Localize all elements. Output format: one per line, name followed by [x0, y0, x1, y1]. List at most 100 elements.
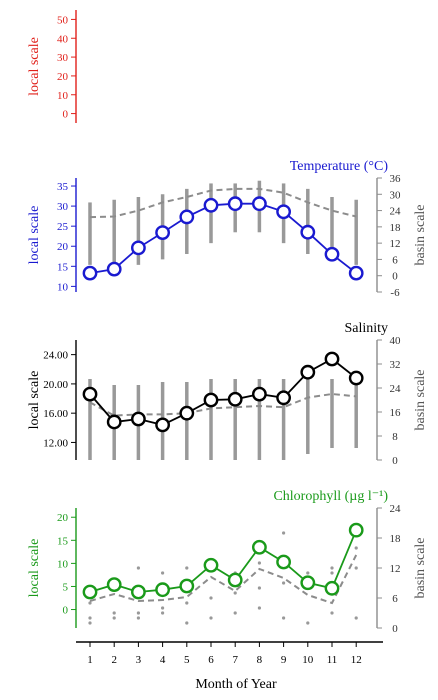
- basin-point: [185, 621, 189, 625]
- left-tick-label: 35: [57, 181, 69, 193]
- panel-title: Salinity: [344, 321, 388, 336]
- basin-point: [233, 591, 237, 595]
- local-point: [300, 364, 316, 380]
- basin-point: [185, 566, 189, 570]
- left-tick-label: 40: [57, 33, 69, 45]
- basin-point: [112, 616, 116, 620]
- local-point: [300, 575, 316, 591]
- right-tick-label: 6: [392, 593, 398, 605]
- local-point: [82, 265, 98, 281]
- local-point: [251, 386, 267, 402]
- local-line: [89, 529, 358, 593]
- basin-point: [257, 586, 261, 590]
- basin-point: [136, 616, 140, 620]
- basin-point: [233, 611, 237, 615]
- right-axis-title: basin scale: [413, 369, 428, 430]
- basin-mean-line: [89, 554, 358, 605]
- basin-point: [282, 616, 286, 620]
- basin-point: [330, 571, 334, 575]
- local-point: [155, 417, 171, 433]
- x-tick-label: 5: [184, 654, 190, 666]
- basin-mean-line: [89, 392, 357, 417]
- basin-point: [282, 531, 286, 535]
- x-axis-title: Month of Year: [195, 677, 277, 692]
- right-tick-label: 0: [392, 455, 398, 467]
- local-point: [155, 582, 171, 598]
- left-tick-label: 20.00: [43, 379, 68, 391]
- right-tick-label: 36: [390, 173, 402, 185]
- basin-point: [282, 581, 286, 585]
- right-tick-label: 0: [392, 623, 398, 635]
- right-tick-label: 30: [390, 189, 402, 201]
- panel-4: 0 5 10 15 20 local scale Chlorophyll (µg l⁻¹) 0…: [27, 489, 428, 635]
- local-point: [251, 196, 267, 212]
- local-line: [89, 202, 357, 274]
- local-point: [106, 261, 122, 277]
- right-tick-label: 12: [390, 238, 401, 250]
- basin-point: [354, 566, 358, 570]
- local-point: [276, 390, 291, 406]
- basin-point: [330, 611, 334, 615]
- left-tick-label: 0: [63, 605, 69, 617]
- left-axis-title: local scale: [27, 539, 42, 598]
- basin-point: [209, 616, 213, 620]
- left-tick-label: 30: [57, 201, 69, 213]
- left-tick-label: 50: [57, 14, 69, 26]
- left-tick-label: 15: [57, 535, 69, 547]
- local-point: [203, 392, 219, 408]
- basin-point: [306, 621, 310, 625]
- local-point: [130, 584, 146, 600]
- right-tick-label: 8: [392, 431, 398, 443]
- left-tick-label: 15: [57, 261, 69, 273]
- basin-point: [161, 611, 165, 615]
- local-point: [348, 370, 364, 386]
- x-tick-label: 12: [351, 654, 362, 666]
- local-point: [300, 224, 316, 240]
- basin-point: [257, 606, 261, 610]
- basin-point: [330, 566, 334, 570]
- local-point: [324, 580, 340, 596]
- local-point: [276, 204, 291, 220]
- right-tick-label: 24: [390, 383, 402, 395]
- basin-point: [306, 571, 310, 575]
- left-tick-label: 10: [57, 558, 69, 570]
- left-tick-label: 24.00: [43, 350, 68, 362]
- x-tick-label: 10: [302, 654, 314, 666]
- local-point: [324, 246, 340, 262]
- basin-point: [185, 601, 189, 605]
- right-axis-title: basin scale: [413, 204, 428, 265]
- x-tick-label: 3: [136, 654, 142, 666]
- local-point: [203, 197, 219, 213]
- panel-2: 10 15 20 25 30 35 local scale Temperature (°C) -…: [27, 159, 428, 299]
- x-tick-label: 9: [281, 654, 287, 666]
- panel-title: Chlorophyll (µg l⁻¹): [273, 489, 388, 504]
- x-tick-label: 2: [111, 654, 117, 666]
- x-tick-label: 7: [232, 654, 238, 666]
- right-tick-label: 18: [390, 222, 402, 234]
- right-tick-label: 32: [390, 359, 401, 371]
- x-tick-label: 4: [160, 654, 166, 666]
- right-tick-label: 0: [392, 271, 398, 283]
- basin-point: [112, 611, 116, 615]
- right-axis-title: basin scale: [413, 537, 428, 598]
- left-tick-label: 10: [57, 281, 69, 293]
- left-tick-label: 12.00: [43, 437, 68, 449]
- local-point: [227, 572, 243, 588]
- basin-point: [161, 571, 165, 575]
- local-point: [348, 265, 364, 281]
- local-point: [179, 209, 195, 225]
- local-point: [130, 240, 146, 256]
- right-tick-label: 6: [392, 254, 398, 266]
- local-point: [203, 557, 219, 573]
- left-tick-label: 5: [63, 581, 69, 593]
- basin-point: [354, 546, 358, 550]
- local-point: [179, 578, 195, 594]
- right-tick-label: 18: [390, 533, 402, 545]
- basin-point: [257, 561, 261, 565]
- local-point: [348, 522, 364, 538]
- left-tick-label: 20: [57, 241, 69, 253]
- local-point: [155, 225, 171, 240]
- right-tick-label: 40: [390, 335, 402, 347]
- basin-point: [88, 616, 92, 620]
